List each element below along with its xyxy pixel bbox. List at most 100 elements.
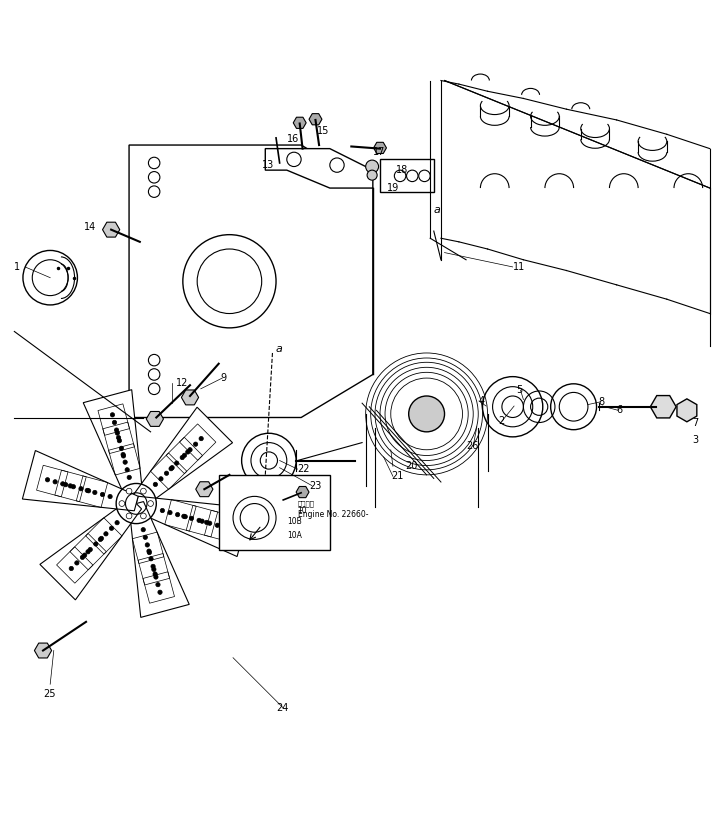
- Circle shape: [87, 488, 91, 493]
- Polygon shape: [22, 451, 138, 511]
- Circle shape: [223, 525, 227, 529]
- Polygon shape: [40, 498, 141, 600]
- Circle shape: [94, 542, 98, 546]
- Text: 13: 13: [262, 160, 274, 170]
- Circle shape: [115, 431, 120, 435]
- Circle shape: [160, 509, 164, 513]
- Circle shape: [164, 471, 168, 475]
- Circle shape: [145, 543, 149, 547]
- Polygon shape: [265, 149, 373, 188]
- Text: 6: 6: [617, 405, 623, 415]
- Text: 5: 5: [516, 385, 523, 395]
- Text: 16: 16: [287, 134, 299, 144]
- Text: 9: 9: [220, 373, 227, 383]
- Circle shape: [170, 466, 174, 470]
- Circle shape: [152, 567, 156, 571]
- Text: 7: 7: [692, 418, 698, 428]
- Circle shape: [148, 501, 153, 506]
- Circle shape: [64, 483, 68, 487]
- Circle shape: [215, 523, 219, 528]
- Circle shape: [45, 478, 49, 482]
- Polygon shape: [103, 222, 120, 237]
- Text: 26: 26: [466, 441, 478, 451]
- Circle shape: [108, 494, 113, 498]
- Polygon shape: [83, 390, 143, 505]
- Text: 14: 14: [84, 222, 96, 232]
- Text: a: a: [434, 205, 441, 215]
- Circle shape: [180, 455, 184, 460]
- Circle shape: [115, 520, 119, 525]
- Circle shape: [123, 460, 128, 464]
- Circle shape: [125, 468, 129, 472]
- Text: 通用号码: 通用号码: [298, 500, 315, 507]
- Circle shape: [119, 501, 125, 506]
- Circle shape: [188, 448, 192, 452]
- Circle shape: [153, 483, 158, 487]
- Text: 8: 8: [599, 397, 605, 407]
- Circle shape: [141, 513, 146, 519]
- Circle shape: [113, 420, 117, 424]
- Circle shape: [158, 477, 163, 481]
- Polygon shape: [131, 407, 232, 509]
- Polygon shape: [293, 117, 306, 129]
- Circle shape: [121, 453, 125, 457]
- Polygon shape: [129, 145, 373, 418]
- Text: a: a: [276, 344, 283, 354]
- Circle shape: [158, 590, 162, 595]
- Text: 24: 24: [276, 703, 288, 713]
- Polygon shape: [134, 496, 250, 557]
- Polygon shape: [196, 482, 213, 497]
- Circle shape: [153, 574, 158, 579]
- Circle shape: [153, 572, 157, 576]
- Text: 4: 4: [479, 396, 485, 406]
- Circle shape: [121, 453, 125, 458]
- Text: 21: 21: [391, 471, 403, 481]
- Polygon shape: [129, 502, 189, 617]
- Text: 22: 22: [298, 464, 310, 474]
- Text: 23: 23: [310, 481, 322, 491]
- Circle shape: [69, 566, 73, 570]
- Circle shape: [141, 528, 146, 532]
- Circle shape: [197, 519, 201, 523]
- Circle shape: [61, 482, 65, 486]
- Circle shape: [182, 453, 186, 458]
- Circle shape: [189, 516, 194, 520]
- Polygon shape: [181, 390, 199, 405]
- Text: 25: 25: [43, 689, 55, 699]
- Circle shape: [409, 396, 445, 432]
- Polygon shape: [677, 399, 697, 422]
- Circle shape: [92, 490, 97, 494]
- Text: Engine No. 22660-: Engine No. 22660-: [298, 510, 368, 519]
- Circle shape: [80, 555, 85, 559]
- Polygon shape: [374, 142, 386, 154]
- Circle shape: [181, 514, 186, 519]
- Circle shape: [118, 438, 122, 443]
- Text: 10: 10: [298, 506, 307, 515]
- Text: 10B: 10B: [287, 517, 302, 526]
- Text: 17: 17: [373, 147, 385, 157]
- Text: 1: 1: [14, 262, 21, 272]
- Circle shape: [126, 488, 132, 494]
- Circle shape: [174, 461, 179, 465]
- Circle shape: [141, 488, 146, 494]
- Circle shape: [75, 561, 79, 565]
- Circle shape: [126, 513, 132, 519]
- Text: 15: 15: [317, 126, 329, 136]
- Circle shape: [151, 564, 155, 569]
- Circle shape: [366, 160, 379, 173]
- Circle shape: [199, 437, 204, 441]
- Circle shape: [98, 537, 103, 542]
- Polygon shape: [146, 412, 163, 427]
- Circle shape: [119, 446, 123, 450]
- Circle shape: [85, 488, 90, 493]
- Circle shape: [79, 487, 83, 491]
- Circle shape: [82, 553, 87, 557]
- Text: 19: 19: [387, 183, 399, 193]
- Bar: [380, 159, 434, 192]
- Circle shape: [71, 484, 75, 488]
- Circle shape: [186, 450, 190, 454]
- Text: 20: 20: [405, 461, 417, 471]
- Circle shape: [156, 583, 160, 587]
- Circle shape: [100, 493, 105, 497]
- Circle shape: [104, 532, 108, 536]
